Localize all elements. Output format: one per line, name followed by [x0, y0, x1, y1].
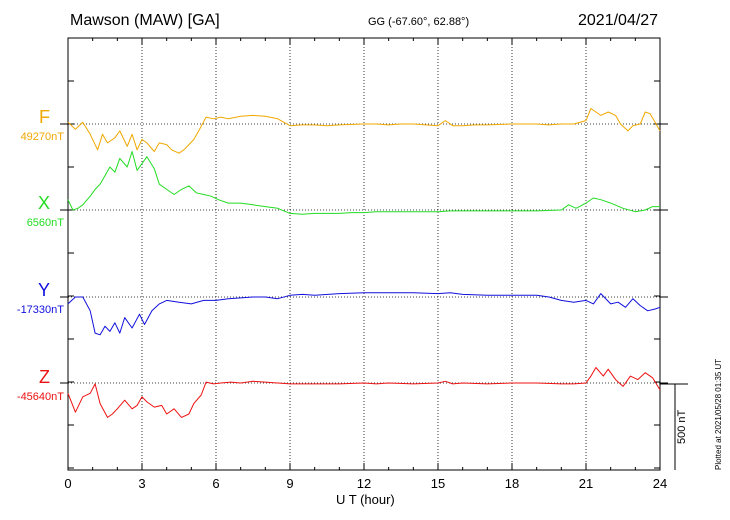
x-tick-label: 18: [504, 476, 520, 491]
component-baseline-y: -17330nT: [16, 304, 64, 316]
trace-z: [67, 367, 661, 418]
component-label-f: F: [39, 107, 50, 127]
x-tick-label: 6: [212, 476, 220, 491]
date-label: 2021/04/27: [578, 12, 659, 29]
x-axis-label: U T (hour): [336, 492, 395, 507]
component-label-y: Y: [37, 280, 50, 300]
scale-bar-label: 500 nT: [676, 409, 688, 444]
x-tick-label: 0: [64, 476, 72, 491]
trace-f: [67, 108, 661, 154]
vertical-grid: [141, 38, 587, 470]
x-tick-label: 9: [286, 476, 294, 491]
axis-ticks: [67, 37, 661, 470]
trace-y: [67, 292, 661, 336]
component-baseline-x: 6560nT: [26, 217, 64, 229]
traces: [67, 108, 661, 418]
x-tick-label: 3: [138, 476, 146, 491]
x-tick-label: 12: [356, 476, 372, 491]
trace-x: [67, 151, 660, 215]
x-tick-label: 15: [430, 476, 446, 491]
component-baseline-z: -45640nT: [16, 391, 64, 403]
baseline-grid: [60, 123, 668, 384]
component-label-z: Z: [39, 367, 50, 387]
station-title: Mawson (MAW) [GA]: [70, 12, 220, 29]
station-coordinates: GG (-67.60°, 62.88°): [368, 16, 470, 28]
x-tick-label: 21: [578, 476, 594, 491]
component-baseline-f: 49270nT: [20, 131, 64, 143]
component-label-x: X: [37, 193, 50, 213]
x-tick-label: 24: [652, 476, 668, 491]
plotted-timestamp: Plotted at 2021/05/28 01:35 UT: [714, 358, 723, 470]
